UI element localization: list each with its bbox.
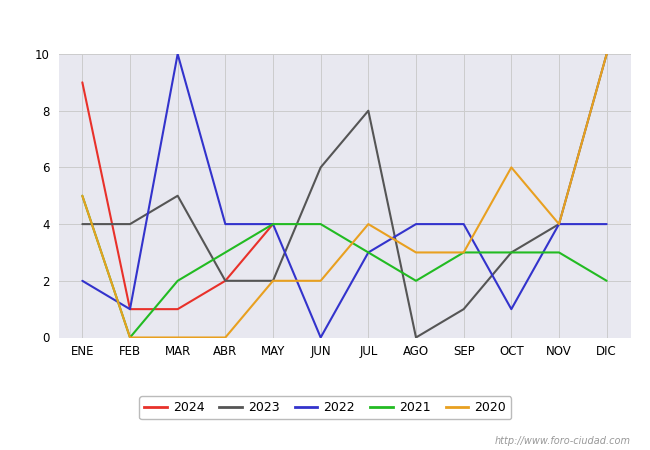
2021 xyxy=(508,250,515,255)
2020 xyxy=(126,335,134,340)
2021 xyxy=(365,250,372,255)
2022 xyxy=(603,221,610,227)
2023 xyxy=(126,221,134,227)
2024 xyxy=(174,306,181,312)
2021 xyxy=(317,221,324,227)
2023 xyxy=(269,278,277,284)
2021 xyxy=(603,278,610,284)
Line: 2023: 2023 xyxy=(83,54,606,338)
2022 xyxy=(126,306,134,312)
2022 xyxy=(555,221,563,227)
2020 xyxy=(79,193,86,198)
2023 xyxy=(603,51,610,57)
2020 xyxy=(174,335,181,340)
2020 xyxy=(365,221,372,227)
2021 xyxy=(126,335,134,340)
2024 xyxy=(269,221,277,227)
Line: 2024: 2024 xyxy=(83,82,273,309)
2023 xyxy=(412,335,420,340)
2021 xyxy=(174,278,181,284)
Text: Matriculaciones de Vehiculos en Alcolea del Río: Matriculaciones de Vehiculos en Alcolea … xyxy=(111,14,540,32)
2022 xyxy=(412,221,420,227)
2020 xyxy=(269,278,277,284)
2020 xyxy=(460,250,467,255)
2022 xyxy=(174,51,181,57)
2020 xyxy=(222,335,229,340)
2023 xyxy=(79,221,86,227)
2022 xyxy=(508,306,515,312)
2022 xyxy=(317,335,324,340)
2021 xyxy=(222,250,229,255)
2021 xyxy=(79,193,86,198)
Legend: 2024, 2023, 2022, 2021, 2020: 2024, 2023, 2022, 2021, 2020 xyxy=(139,396,511,419)
2020 xyxy=(603,51,610,57)
2023 xyxy=(460,306,467,312)
2020 xyxy=(508,165,515,170)
2021 xyxy=(412,278,420,284)
2022 xyxy=(222,221,229,227)
Text: http://www.foro-ciudad.com: http://www.foro-ciudad.com xyxy=(495,436,630,446)
2022 xyxy=(365,250,372,255)
2024 xyxy=(79,80,86,85)
2020 xyxy=(412,250,420,255)
2023 xyxy=(555,221,563,227)
2023 xyxy=(365,108,372,113)
2023 xyxy=(174,193,181,198)
2024 xyxy=(126,306,134,312)
2023 xyxy=(508,250,515,255)
2023 xyxy=(317,165,324,170)
2021 xyxy=(555,250,563,255)
2022 xyxy=(269,221,277,227)
2023 xyxy=(222,278,229,284)
2021 xyxy=(460,250,467,255)
Line: 2022: 2022 xyxy=(83,54,606,338)
2024 xyxy=(222,278,229,284)
Line: 2020: 2020 xyxy=(83,54,606,338)
2022 xyxy=(460,221,467,227)
Line: 2021: 2021 xyxy=(83,196,606,338)
2022 xyxy=(79,278,86,284)
2020 xyxy=(555,221,563,227)
2020 xyxy=(317,278,324,284)
2021 xyxy=(269,221,277,227)
